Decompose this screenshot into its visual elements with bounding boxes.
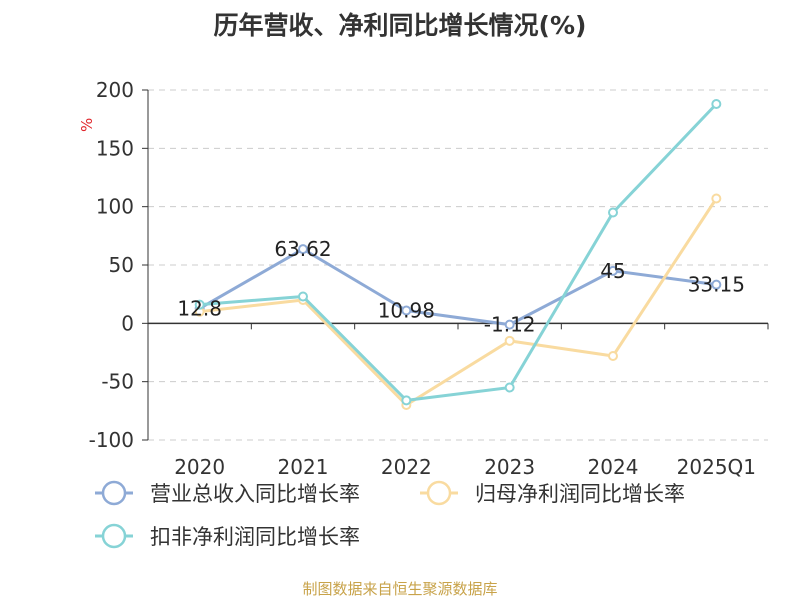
legend-label: 扣非净利润同比增长率 bbox=[150, 525, 360, 549]
data-point bbox=[608, 351, 618, 361]
data-label: 63.62 bbox=[274, 237, 331, 261]
series-lines bbox=[194, 99, 722, 410]
data-label: -1.12 bbox=[484, 313, 536, 337]
y-tick-label: 50 bbox=[109, 253, 134, 277]
data-label: 45 bbox=[600, 259, 625, 283]
data-point bbox=[504, 382, 515, 393]
y-tick-label: 150 bbox=[96, 136, 134, 160]
data-point bbox=[711, 279, 722, 290]
x-tick-label: 2024 bbox=[588, 455, 639, 479]
x-tick-label: 2022 bbox=[381, 455, 432, 479]
legend-marker bbox=[101, 480, 127, 506]
series-line-3 bbox=[199, 102, 718, 402]
data-label: 33.15 bbox=[688, 273, 745, 297]
series-line-2 bbox=[199, 197, 718, 407]
x-tick-label: 2021 bbox=[278, 455, 329, 479]
data-point bbox=[711, 99, 722, 109]
legend-label: 营业总收入同比增长率 bbox=[150, 482, 360, 506]
data-point bbox=[608, 265, 618, 276]
grid-lines bbox=[148, 89, 768, 441]
y-tick-label: 200 bbox=[96, 78, 134, 102]
data-point bbox=[504, 319, 515, 330]
data-point bbox=[298, 291, 308, 302]
x-tick-label: 2023 bbox=[484, 455, 535, 479]
data-point bbox=[608, 207, 618, 218]
x-tick-label: 2025Q1 bbox=[677, 455, 756, 479]
legend-marker bbox=[426, 480, 452, 506]
chart-title: 历年营收、净利同比增长情况(%) bbox=[213, 11, 587, 40]
y-tick-label: -50 bbox=[101, 370, 134, 394]
data-point bbox=[711, 193, 722, 204]
data-point bbox=[194, 299, 205, 310]
data-point bbox=[504, 335, 515, 346]
y-axis-label: % bbox=[78, 118, 96, 132]
data-point bbox=[401, 305, 412, 316]
series-line-1 bbox=[198, 247, 717, 327]
legend-label: 归母净利润同比增长率 bbox=[475, 482, 685, 506]
data-labels: 12.8 63.62 10.98 -1.12 45 33.15 bbox=[177, 237, 745, 337]
legend-marker bbox=[101, 523, 127, 549]
x-tick-label: 2020 bbox=[174, 455, 225, 479]
axes: 200 150 100 50 0 -50 -100% 2020 2021 2022 2023 2024… bbox=[78, 78, 769, 479]
source-note: 制图数据来自恒生聚源数据库 bbox=[302, 580, 498, 598]
y-tick-label: 100 bbox=[96, 195, 134, 219]
data-point bbox=[298, 244, 308, 255]
y-tick-label: -100 bbox=[89, 428, 134, 452]
data-point bbox=[401, 395, 412, 406]
data-label: 12.8 bbox=[177, 296, 222, 320]
y-tick-label: 0 bbox=[121, 311, 134, 335]
data-label: 10.98 bbox=[378, 299, 435, 323]
